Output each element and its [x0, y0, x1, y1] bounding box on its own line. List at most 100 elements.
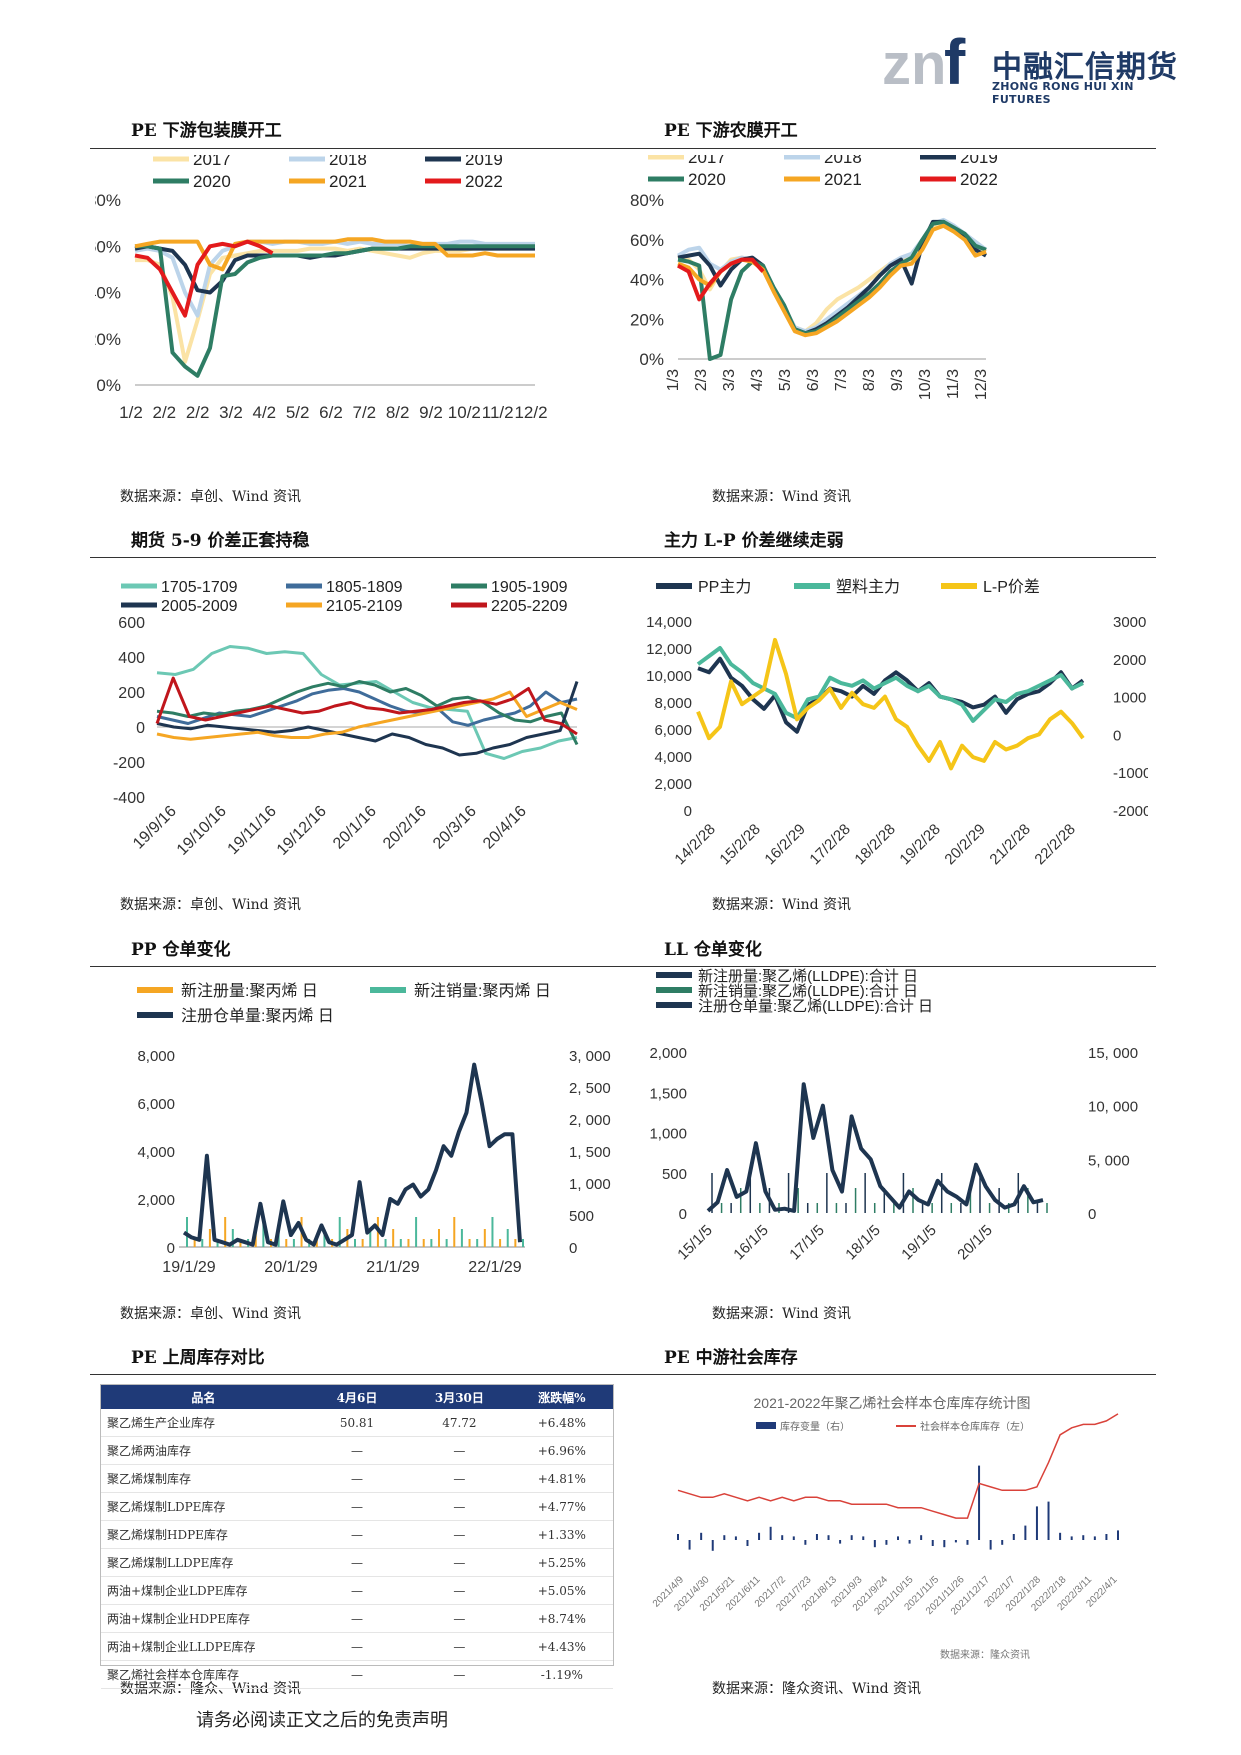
table-row: 聚乙烯煤制LLDPE库存 — — +5.25% [101, 1548, 613, 1577]
section-title-agri-film: PE 下游农膜开工 [664, 121, 798, 141]
x-tick-label: 19/9/16 [130, 803, 180, 853]
table-cell: — [305, 1604, 409, 1633]
series-line-2020 [677, 219, 987, 361]
y-left-tick-label: 0 [684, 803, 692, 820]
table-header-row: 品名 4月6日 3月30日 涨跌幅% [101, 1385, 613, 1409]
table-cell: 聚乙烯社会样本仓库库存 [101, 1660, 306, 1689]
source-note: 数据来源：隆众资讯、Wind 资讯 [712, 1681, 922, 1697]
inventory-change-bar [827, 1535, 830, 1540]
divider [90, 148, 1156, 149]
x-tick-label: 9/2 [419, 403, 443, 422]
inventory-change-bar [885, 1540, 888, 1545]
x-tick-label: 19/12/16 [274, 803, 330, 859]
y-left-tick-label: 8,000 [137, 1048, 175, 1065]
legend-label: 新注销量:聚丙烯 日 [414, 982, 551, 1000]
inventory-change-bar [862, 1536, 865, 1540]
inventory-change-bar [1105, 1534, 1108, 1540]
inventory-change-bar [908, 1540, 911, 1544]
x-tick-label: 11/3 [945, 369, 962, 399]
table-cell: — [305, 1660, 409, 1689]
x-tick-label: 8/2 [386, 403, 410, 422]
x-tick-label: 7/3 [833, 369, 850, 391]
brand-mark-icon: zn f [882, 28, 966, 98]
x-tick-label: 5/3 [777, 369, 794, 391]
y-tick-label: 0 [136, 720, 145, 737]
table-cell: +4.81% [510, 1464, 613, 1493]
y-left-tick-label: 0 [679, 1206, 687, 1223]
table-cell: +5.25% [510, 1548, 613, 1577]
chart-5-9-spread: 1705-1709 1805-1809 1905-1909 2005-2009 2105… [113, 579, 579, 859]
y-right-tick-label: 0 [569, 1240, 577, 1257]
inventory-change-bar [746, 1540, 749, 1546]
table-cell: — [305, 1492, 409, 1521]
legend-label: 社会样本仓库库存（左） [920, 1420, 1030, 1433]
source-note: 数据来源：Wind 资讯 [712, 1306, 852, 1322]
inventory-change-bar [1117, 1530, 1119, 1540]
inventory-change-bar [1093, 1536, 1096, 1540]
table-cell: +5.05% [510, 1576, 613, 1605]
y-tick-label: 60% [630, 231, 664, 250]
x-tick-label: 20/2/16 [380, 803, 430, 853]
table-cell: — [408, 1632, 511, 1661]
table-cell: — [305, 1464, 409, 1493]
x-tick-label: 2/2 [153, 403, 177, 422]
table-cell: — [408, 1436, 511, 1465]
y-left-tick-label: 14,000 [646, 614, 692, 631]
x-tick-label: 5/2 [286, 403, 310, 422]
inventory-change-bar [1047, 1501, 1050, 1540]
table-cell: 聚乙烯煤制库存 [101, 1464, 306, 1493]
table-cell: — [408, 1464, 511, 1493]
y-left-tick-label: 2,000 [654, 776, 692, 793]
table-cell: 47.72 [408, 1409, 511, 1437]
series-line-2105-2109 [156, 690, 578, 741]
x-tick-label: 14/2/28 [671, 821, 718, 868]
y-right-tick-label: 1, 000 [569, 1176, 611, 1193]
inventory-change-bar [954, 1540, 957, 1543]
x-tick-label: 20/1/5 [954, 1222, 996, 1264]
x-tick-label: 17/2/28 [806, 821, 853, 868]
y-right-tick-label: 15, 000 [1088, 1045, 1138, 1062]
legend-label: 1705-1709 [161, 579, 238, 596]
table-cell: +1.33% [510, 1520, 613, 1549]
chart-packaging-film-operating-rate: 2017 2018 2019 2020 2021 2022 80% 60% 40% 20% 0% 1/… [95, 155, 548, 422]
inventory-change-bar [1001, 1540, 1004, 1545]
inventory-change-bar [920, 1535, 923, 1540]
col-header: 品名 [101, 1385, 306, 1409]
x-tick-label: 21/1/29 [366, 1259, 419, 1276]
table-cell: — [305, 1632, 409, 1661]
y-right-tick-label: 2000 [1113, 652, 1146, 669]
section-title-packaging-film: PE 下游包装膜开工 [131, 121, 282, 141]
inventory-change-bar [839, 1540, 842, 1544]
series-line-warrant [182, 1062, 522, 1247]
y-tick-label: 40% [95, 284, 121, 303]
table-row: 聚乙烯煤制库存 — — +4.81% [101, 1464, 613, 1493]
x-tick-label: 1/2 [119, 403, 143, 422]
x-tick-label: 19/2/28 [896, 821, 943, 868]
chart-background [640, 1382, 1145, 1667]
table-cell: +4.77% [510, 1492, 613, 1521]
table-cell: — [408, 1548, 511, 1577]
chart-lp-spread: PP主力 塑料主力 L-P价差 14,000 12,000 10,000 8,000 6,00… [646, 578, 1148, 868]
chart-title: 2021-2022年聚乙烯社会样本仓库库存统计图 [754, 1395, 1031, 1411]
x-tick-label: 18/2/28 [851, 821, 898, 868]
source-note: 数据来源：卓创、Wind 资讯 [120, 1306, 302, 1322]
legend-label: 库存变量（右） [780, 1420, 850, 1433]
legend-label: 2020 [193, 172, 231, 191]
x-tick-label: 20/2/29 [941, 821, 988, 868]
section-title-pe-social-inventory: PE 中游社会库存 [664, 1348, 798, 1368]
y-tick-label: 40% [630, 271, 664, 290]
legend-label: 注册仓单量:聚丙烯 日 [181, 1007, 334, 1025]
x-tick-label: 3/3 [721, 369, 738, 391]
x-tick-label: 4/3 [749, 369, 766, 391]
table-row: 聚乙烯两油库存 — — +6.96% [101, 1436, 613, 1465]
legend-label: 2005-2009 [161, 598, 238, 615]
table-cell: +8.74% [510, 1604, 613, 1633]
table-cell: +4.43% [510, 1632, 613, 1661]
inventory-change-bar [723, 1535, 726, 1540]
y-right-tick-label: 1000 [1113, 690, 1146, 707]
table-cell: — [305, 1548, 409, 1577]
series-line-1905-1909 [156, 680, 579, 746]
y-tick-label: 20% [95, 330, 121, 349]
